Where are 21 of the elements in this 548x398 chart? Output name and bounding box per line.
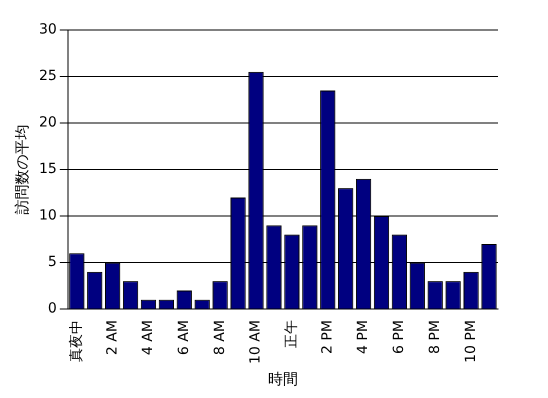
x-tick-label: 10 AM <box>248 320 264 364</box>
y-tick-label: 20 <box>38 114 57 131</box>
x-tick-label: 6 AM <box>176 320 192 356</box>
x-tick-label: 8 AM <box>212 320 228 356</box>
x-tick-label: 真夜中 <box>68 320 84 362</box>
x-tick-label: 2 AM <box>104 320 120 356</box>
x-tick-label: 8 PM <box>426 320 443 354</box>
y-tick-label: 0 <box>48 300 57 317</box>
x-tick-label: 4 AM <box>140 320 156 356</box>
y-tick-label: 15 <box>38 161 57 178</box>
x-tick-label: 2 PM <box>319 320 336 354</box>
x-tick-label: 10 PM <box>462 320 479 363</box>
x-tick-label: 正午 <box>284 320 300 348</box>
x-axis-title: 時間 <box>268 370 298 388</box>
x-tick-label: 6 PM <box>391 320 408 354</box>
y-tick-label: 5 <box>48 254 57 270</box>
x-tick-label: 4 PM <box>355 320 372 354</box>
y-tick-label: 10 <box>38 208 57 224</box>
y-tick-label: 30 <box>38 22 57 38</box>
y-axis-title: 訪問数の平均 <box>12 124 31 215</box>
y-tick-label: 25 <box>38 68 57 84</box>
